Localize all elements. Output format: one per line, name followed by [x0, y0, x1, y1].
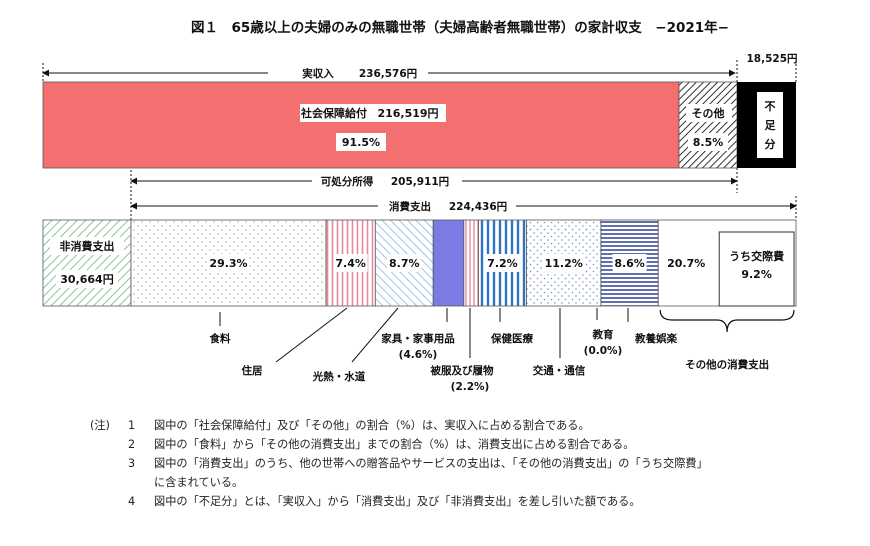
note-text: に含まれている。	[154, 476, 244, 489]
note-number: 2	[128, 438, 136, 451]
social-security-bar	[42, 81, 680, 169]
education-label: 教育	[592, 328, 614, 341]
clothing-bar	[463, 219, 479, 307]
income-total-label: 実収入	[302, 67, 334, 80]
consumption-value: 224,436円	[449, 201, 507, 213]
food-percent: 29.3%	[209, 257, 247, 270]
food-label: 食料	[209, 332, 231, 345]
notes-head: (注)	[90, 419, 110, 432]
utilities-label: 光熱・水道	[312, 370, 366, 383]
social-security-percent: 91.5%	[342, 136, 380, 149]
shortfall-value: 18,525円	[746, 53, 797, 65]
other-income-percent: 8.5%	[693, 136, 724, 149]
note-text: 図中の「消費支出」のうち、他の世帯への贈答品やサービスの支出は、「その他の消費支…	[154, 457, 708, 470]
non-consumption-bar	[42, 219, 132, 307]
entertainment-sub-percent: 9.2%	[741, 268, 772, 281]
utilities-percent: 8.7%	[389, 257, 420, 270]
disposable-value: 205,911円	[391, 176, 449, 188]
disposable-label: 可処分所得	[321, 175, 374, 188]
transport-label: 交通・通信	[533, 364, 586, 377]
income-total-value: 236,576円	[359, 68, 417, 80]
other-income-label: その他	[692, 106, 725, 120]
non-consumption-value: 30,664円	[60, 273, 113, 286]
note-number: 4	[128, 495, 136, 508]
note-number	[128, 473, 154, 492]
social-security-value: 216,519円	[377, 107, 438, 120]
other-consumption-brace	[659, 309, 795, 333]
shortfall-label-char: 分	[765, 137, 776, 151]
culture-percent: 8.6%	[614, 257, 645, 270]
other-consumption-percent: 20.7%	[667, 257, 705, 270]
other-income-bar	[678, 81, 738, 169]
shortfall-label-char: 不	[765, 100, 776, 113]
consumption-label: 消費支出	[389, 200, 431, 213]
housing-percent: 7.4%	[335, 257, 366, 270]
transport-percent: 11.2%	[545, 257, 583, 270]
furniture-bar	[432, 219, 465, 307]
non-consumption-label: 非消費支出	[60, 239, 115, 253]
notes: (注) 1 図中の「社会保障給付」及び「その他」の割合（%）は、実収入に占める割合で…	[90, 416, 850, 511]
social-security-label: 社会保障給付	[300, 106, 367, 120]
clothing-percent: (2.2%)	[451, 381, 490, 393]
culture-label: 教養娯楽	[634, 332, 677, 345]
shortfall-label: 不足分	[765, 100, 777, 151]
note-text: 図中の「食料」から「その他の消費支出」までの割合（%）は、消費支出に占める割合で…	[154, 438, 635, 451]
clothing-label: 被服及び履物	[431, 364, 494, 377]
housing-label: 住居	[242, 364, 263, 377]
note-text: 図中の「不足分」とは、「実収入」から「消費支出」及び「非消費支出」を差し引いた額…	[154, 495, 641, 508]
furniture-label: 家具・家事用品	[381, 332, 455, 345]
note-text: 図中の「社会保障給付」及び「その他」の割合（%）は、実収入に占める割合である。	[154, 419, 590, 432]
note-number: 3	[128, 457, 136, 470]
health-percent: 7.2%	[487, 257, 518, 270]
furniture-percent: (4.6%)	[399, 349, 438, 361]
education-percent: (0.0%)	[584, 345, 623, 357]
entertainment-sub-label: うち交際費	[729, 249, 784, 263]
chart-title: 図１ 65歳以上の夫婦のみの無職世帯（夫婦高齢者無職世帯）の家計収支 −2021…	[191, 19, 729, 36]
note-number: 1	[128, 419, 136, 432]
other-consumption-label: その他の消費支出	[685, 358, 769, 371]
health-label: 保健医療	[490, 332, 533, 345]
shortfall-label-char: 足	[765, 119, 777, 132]
entertainment-sub-bar	[718, 231, 795, 307]
